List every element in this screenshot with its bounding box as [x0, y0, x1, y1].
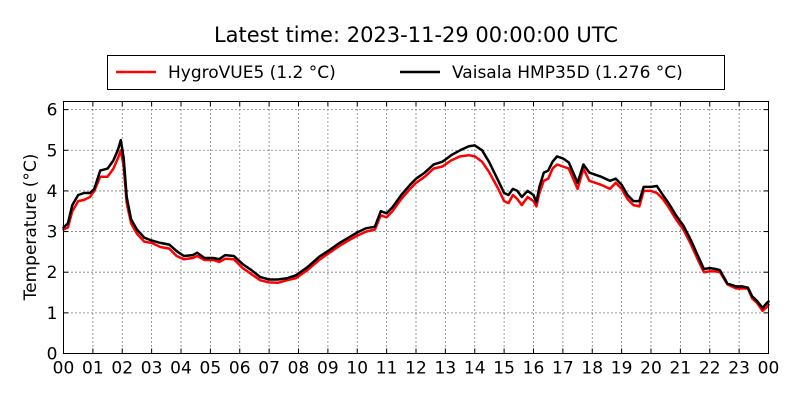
x-tick-label: 10 [346, 359, 368, 379]
x-tick-label: 08 [288, 359, 310, 379]
x-tick-label: 20 [640, 359, 662, 379]
series-lines [62, 138, 770, 313]
x-tick-label: 00 [758, 359, 780, 379]
axis-ticks [63, 101, 769, 354]
x-tick-label: 04 [170, 359, 192, 379]
x-tick-label: 07 [258, 359, 280, 379]
x-tick-labels: 00 01 02 03 04 05 06 07 08 09 10 11 12 13 14 15 16 17 18 19… [53, 359, 780, 379]
plot-frame [63, 101, 769, 354]
chart-title: Latest time: 2023-11-29 00:00:00 UTC [214, 23, 618, 47]
legend-label-vaisala: Vaisala HMP35D (1.276 °C) [452, 63, 683, 83]
x-tick-label: 12 [405, 359, 427, 379]
y-tick-label: 0 [47, 345, 58, 365]
x-tick-label: 05 [200, 359, 222, 379]
x-tick-label: 01 [82, 359, 104, 379]
x-tick-label: 21 [670, 359, 692, 379]
x-tick-label: 19 [611, 359, 633, 379]
y-tick-label: 6 [47, 101, 58, 121]
legend: HygroVUE5 (1.2 °C) Vaisala HMP35D (1.276… [107, 55, 725, 90]
x-tick-label: 11 [376, 359, 398, 379]
y-tick-label: 2 [47, 263, 58, 283]
x-tick-label: 13 [435, 359, 457, 379]
legend-label-hygrovue5: HygroVUE5 (1.2 °C) [168, 63, 336, 83]
x-tick-label: 02 [111, 359, 133, 379]
y-tick-label: 5 [47, 141, 58, 161]
x-tick-label: 16 [523, 359, 545, 379]
x-tick-label: 15 [493, 359, 515, 379]
legend-frame [107, 55, 725, 90]
series-line-hygrovue5 [62, 149, 770, 313]
y-tick-label: 1 [47, 304, 58, 324]
x-tick-label: 06 [229, 359, 251, 379]
x-tick-label: 23 [728, 359, 750, 379]
x-tick-label: 14 [464, 359, 486, 379]
x-tick-label: 03 [141, 359, 163, 379]
x-tick-label: 09 [317, 359, 339, 379]
series-line-vaisala [62, 138, 770, 310]
x-tick-label: 00 [53, 359, 75, 379]
y-tick-label: 3 [47, 223, 58, 243]
x-tick-label: 17 [552, 359, 574, 379]
y-tick-labels: 0 1 2 3 4 5 6 [47, 101, 58, 365]
y-tick-label: 4 [47, 182, 58, 202]
gridlines [63, 101, 769, 354]
y-axis-label: Temperature (°C) [21, 154, 41, 302]
x-tick-label: 18 [581, 359, 603, 379]
x-tick-label: 22 [699, 359, 721, 379]
